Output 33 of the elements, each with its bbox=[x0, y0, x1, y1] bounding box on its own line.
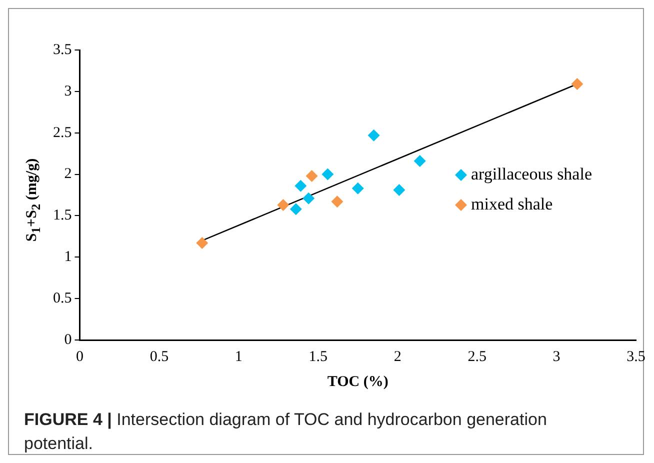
point bbox=[196, 237, 208, 250]
x-tick-label: 3 bbox=[552, 348, 560, 365]
x-tick-label: 2.5 bbox=[468, 348, 486, 365]
point bbox=[294, 180, 307, 192]
y-tick-label: 3 bbox=[64, 83, 72, 100]
point bbox=[414, 155, 426, 168]
point bbox=[290, 203, 302, 216]
y-tick-label: 2.5 bbox=[53, 124, 72, 141]
text: FIGURE 4 | Intersection diagram of TOC and hydrocarbon generation potential. bbox=[24, 410, 547, 453]
y-tick-label: 0 bbox=[64, 332, 72, 348]
legend-label: mixed shale bbox=[471, 194, 553, 214]
y-tick-label: 3.5 bbox=[53, 42, 72, 58]
y-tick-label: 0.5 bbox=[53, 290, 72, 307]
legend-label: argillaceous shale bbox=[471, 164, 592, 184]
x-tick-label: 0 bbox=[76, 348, 84, 365]
point bbox=[277, 198, 290, 211]
point bbox=[306, 170, 318, 182]
x-tick-label: 3.5 bbox=[626, 348, 646, 365]
x-tick-label: 1 bbox=[234, 348, 242, 365]
x-axis-title: TOC (%) bbox=[327, 374, 388, 390]
point bbox=[571, 78, 584, 90]
x-tick-label: 2 bbox=[394, 348, 402, 365]
x-tick-label: 1.5 bbox=[308, 348, 328, 365]
point bbox=[393, 184, 406, 196]
y-tick-label: 1.5 bbox=[53, 208, 72, 224]
y-tick-label: 1 bbox=[64, 249, 72, 266]
y-tick-label: 2 bbox=[64, 166, 72, 182]
point bbox=[331, 196, 344, 208]
point bbox=[322, 168, 334, 180]
point bbox=[302, 192, 315, 204]
point bbox=[368, 129, 380, 142]
point bbox=[352, 182, 364, 194]
x-tick-label: 0.5 bbox=[150, 348, 169, 365]
